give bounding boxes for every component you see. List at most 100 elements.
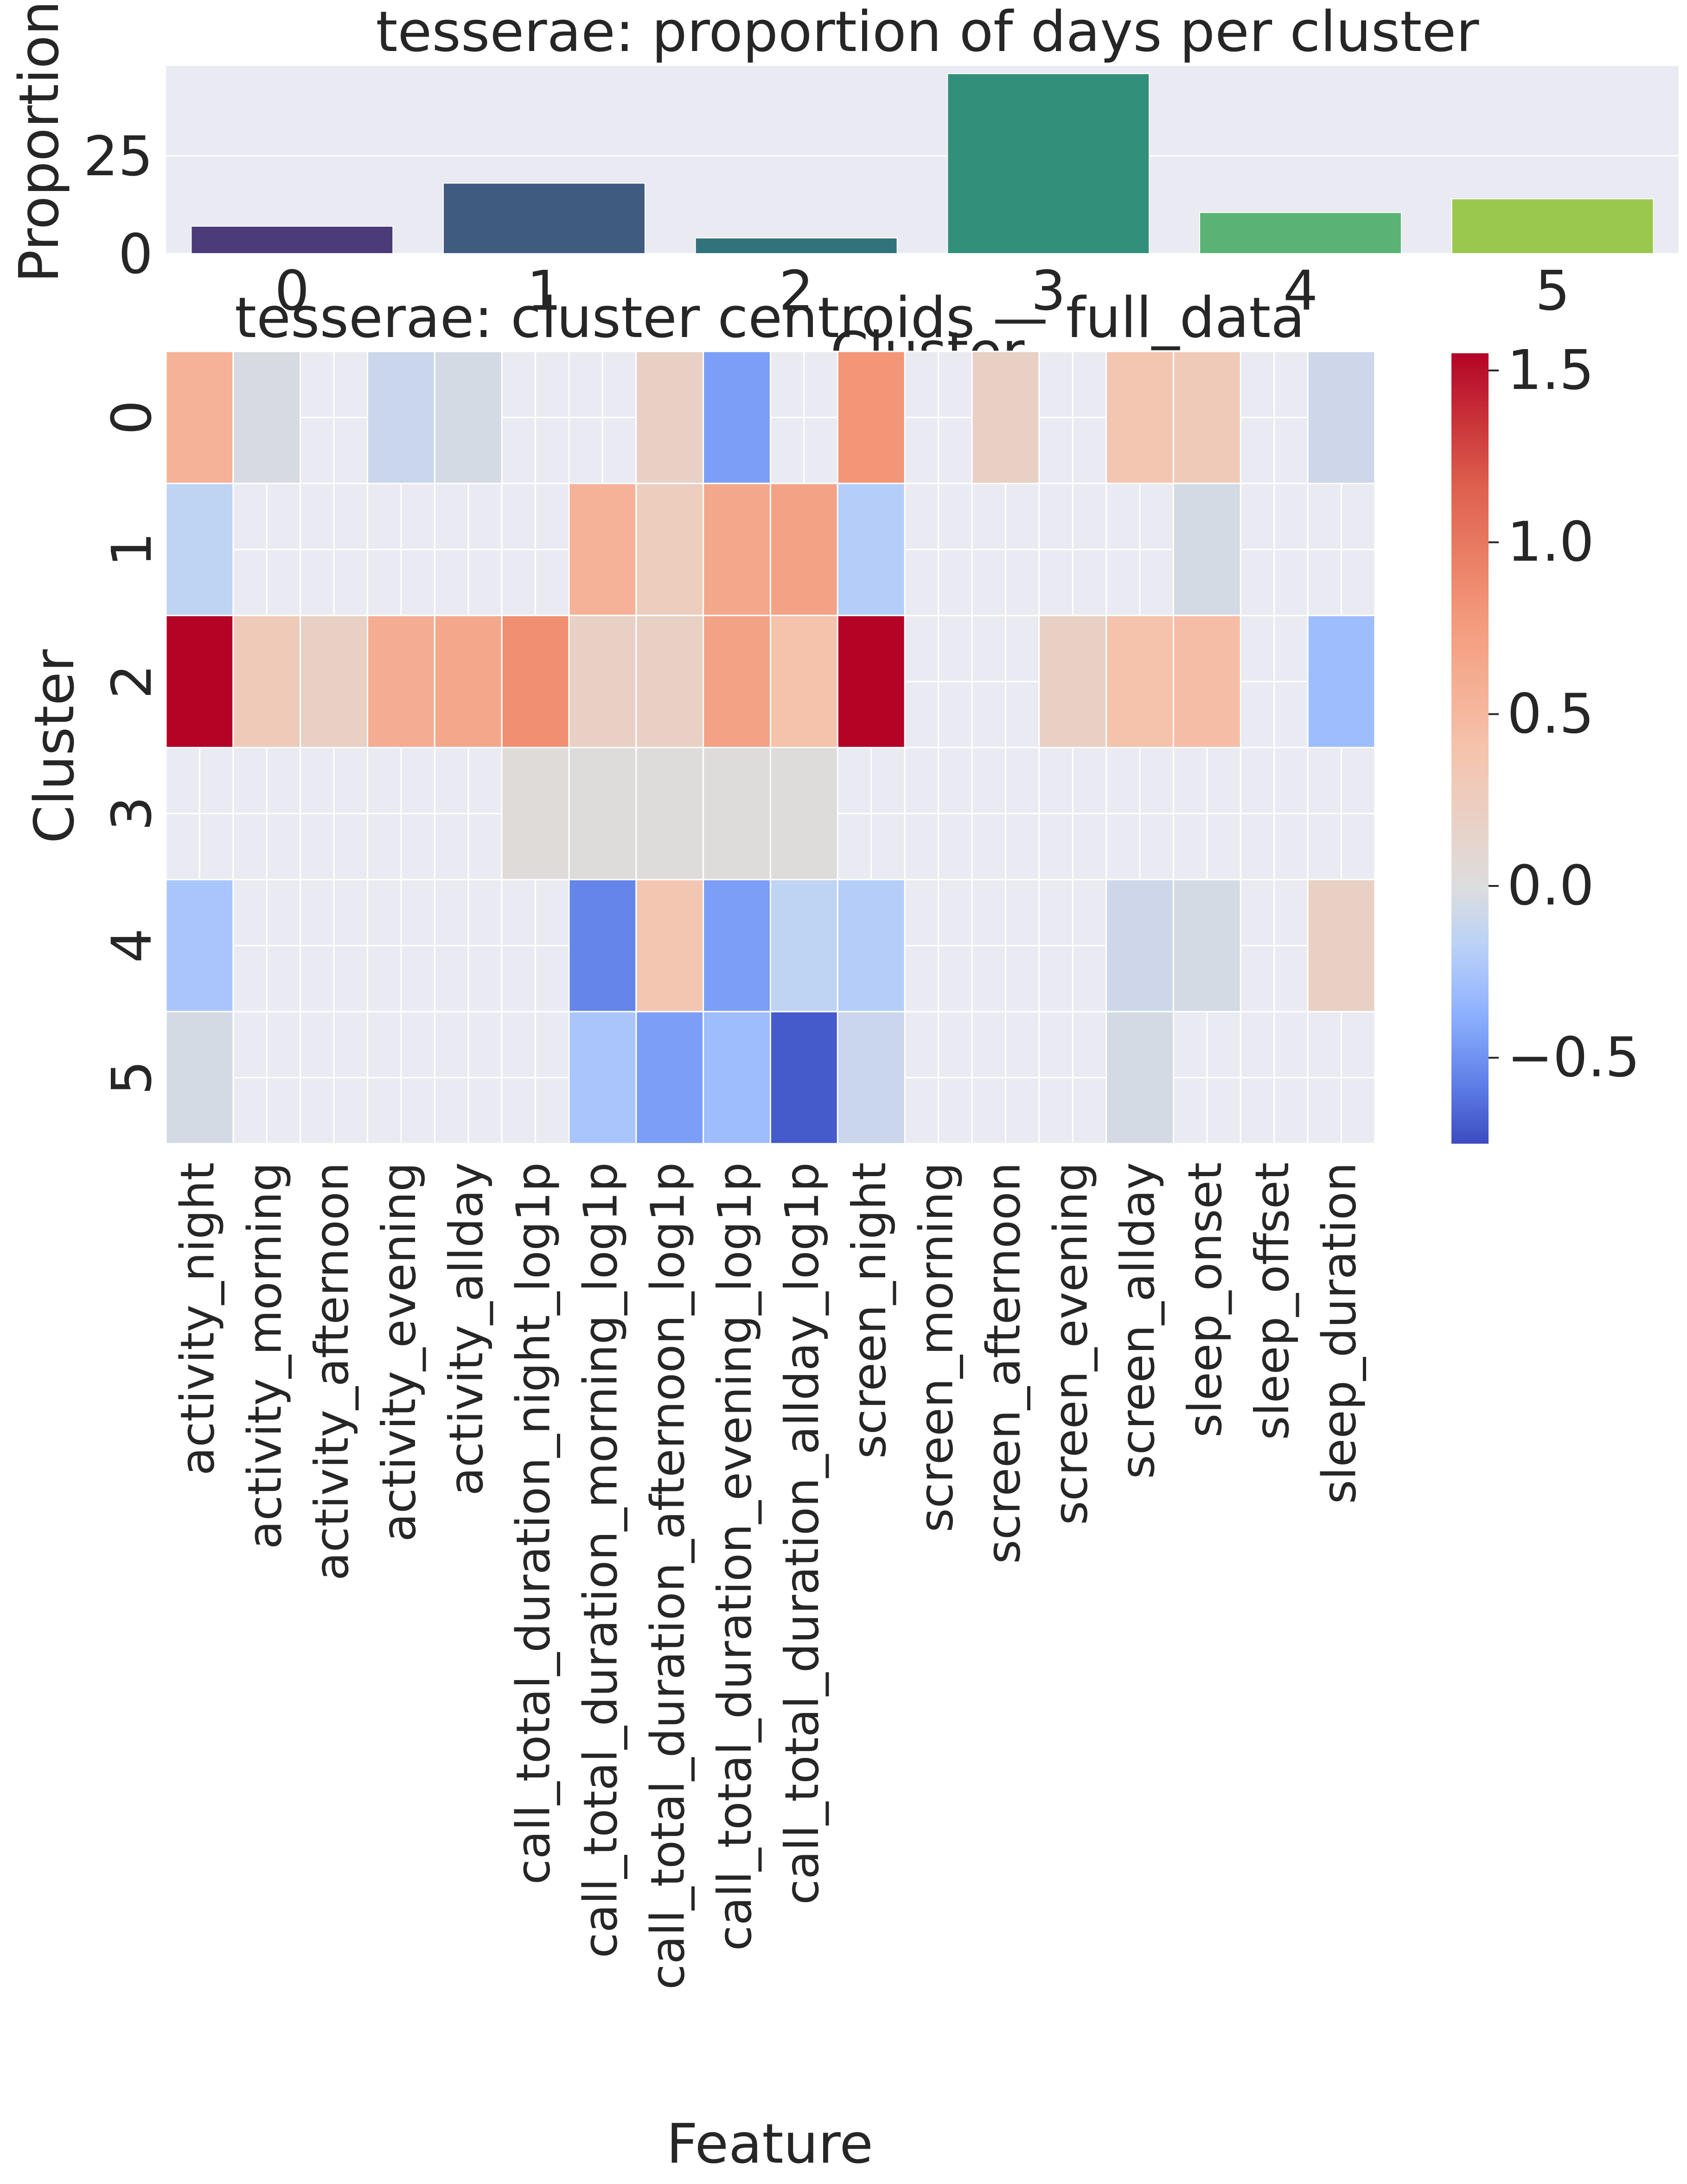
heatmap-cell bbox=[165, 483, 234, 617]
heatmap-cell bbox=[770, 1011, 838, 1145]
bar-cluster-5 bbox=[1451, 198, 1654, 254]
heatmap-cell bbox=[1038, 615, 1107, 748]
heatmap-column-label: activity_afternoon bbox=[305, 1162, 359, 1581]
heatmap-cell bbox=[1307, 879, 1376, 1012]
bar-bars bbox=[191, 73, 1654, 254]
heatmap-column-label: activity_night bbox=[170, 1162, 224, 1476]
heatmap-column-label: activity_evening bbox=[372, 1162, 426, 1542]
heatmap-cell bbox=[770, 615, 838, 748]
bar-cluster-2 bbox=[695, 237, 898, 254]
colorbar-tick-label: 0.0 bbox=[1507, 853, 1594, 917]
colorbar-tick-label: 0.5 bbox=[1507, 681, 1594, 745]
heatmap-cell bbox=[1173, 483, 1241, 617]
heatmap-cell bbox=[232, 615, 301, 748]
heatmap-column-label: activity_allday bbox=[439, 1162, 493, 1496]
heatmap-cell bbox=[1105, 879, 1175, 1012]
bar-chart-title: tesserae: proportion of days per cluster bbox=[376, 0, 1479, 64]
heatmap-cell bbox=[1307, 350, 1376, 484]
heatmap-cell bbox=[165, 879, 234, 1012]
heatmap-row-label: 3 bbox=[100, 796, 164, 831]
heatmap-cell bbox=[568, 879, 637, 1012]
colorbar-gradient bbox=[1451, 353, 1489, 1144]
heatmap-column-label: call_total_duration_allday_log1p bbox=[775, 1162, 829, 1905]
bar-cluster-0 bbox=[191, 225, 394, 254]
heatmap-cell bbox=[971, 350, 1040, 484]
heatmap-cell bbox=[1173, 615, 1241, 748]
heatmap-column-label: sleep_onset bbox=[1178, 1162, 1232, 1438]
heatmap-row-label: 1 bbox=[100, 532, 164, 567]
heatmap-cell bbox=[165, 350, 234, 484]
heatmap-row-label: 4 bbox=[100, 928, 164, 963]
bar-x-tick-label: 2 bbox=[779, 259, 814, 323]
heatmap-cells bbox=[165, 350, 1376, 1145]
heatmap-row-labels: 0 1 2 3 4 5 bbox=[100, 400, 164, 1095]
heatmap-cell bbox=[367, 350, 435, 484]
heatmap-column-label: call_total_duration_morning_log1p bbox=[573, 1162, 627, 1958]
bar-x-tick-label: 5 bbox=[1535, 259, 1570, 323]
heatmap-cell bbox=[703, 747, 771, 880]
bar-cluster-3 bbox=[947, 73, 1150, 254]
bar-plot-background bbox=[166, 66, 1679, 254]
heatmap-cell bbox=[770, 879, 838, 1012]
colorbar-ticks: −0.5 0.0 0.5 1.0 1.5 bbox=[1489, 338, 1640, 1089]
heatmap-cell bbox=[703, 879, 771, 1012]
heatmap-cell bbox=[434, 615, 503, 748]
heatmap-row-label: 0 bbox=[100, 400, 164, 435]
heatmap-column-label: sleep_offset bbox=[1245, 1162, 1299, 1440]
heatmap-cell bbox=[635, 1011, 704, 1145]
heatmap-cell bbox=[635, 615, 704, 748]
heatmap-cell bbox=[568, 615, 637, 748]
heatmap-cell bbox=[1105, 1011, 1175, 1145]
heatmap-column-label: screen_evening bbox=[1043, 1162, 1098, 1525]
heatmap-title: tesserae: cluster centroids — full_data bbox=[235, 286, 1305, 350]
heatmap-column-label: screen_morning bbox=[909, 1162, 964, 1532]
heatmap-cell bbox=[1173, 879, 1241, 1012]
bar-y-tick-labels: 0 25 bbox=[83, 124, 153, 286]
heatmap-cell bbox=[837, 879, 906, 1012]
bar-x-tick-label: 1 bbox=[527, 259, 562, 323]
bar-x-tick-label: 4 bbox=[1283, 259, 1318, 323]
heatmap-cell bbox=[501, 615, 570, 748]
heatmap-cell bbox=[165, 615, 234, 748]
heatmap-cell bbox=[837, 483, 906, 617]
heatmap-cell bbox=[770, 747, 838, 880]
heatmap-column-label: call_total_duration_night_log1p bbox=[506, 1162, 561, 1885]
heatmap-cell bbox=[837, 350, 906, 484]
bar-chart: 0 25 0 1 2 3 4 5 tesserae: proportion of days … bbox=[7, 0, 1679, 384]
heatmap-column-label: call_total_duration_evening_log1p bbox=[708, 1162, 762, 1951]
heatmap-x-axis-label: Feature bbox=[666, 2112, 873, 2176]
heatmap-cell bbox=[837, 615, 906, 748]
heatmap-row-label: 5 bbox=[100, 1060, 164, 1095]
colorbar-tick-label: 1.0 bbox=[1507, 510, 1594, 574]
heatmap-cell bbox=[635, 350, 704, 484]
bar-cluster-4 bbox=[1199, 212, 1402, 254]
heatmap-cell bbox=[232, 350, 301, 484]
colorbar: −0.5 0.0 0.5 1.0 1.5 bbox=[1451, 338, 1640, 1144]
heatmap-column-label: call_total_duration_afternoon_log1p bbox=[640, 1162, 695, 1990]
heatmap-cell bbox=[367, 615, 435, 748]
heatmap-cell bbox=[501, 747, 570, 880]
heatmap-column-label: screen_night bbox=[842, 1162, 896, 1459]
heatmap-column-label: activity_morning bbox=[237, 1162, 292, 1549]
heatmap-row-label: 2 bbox=[100, 664, 164, 699]
heatmap-cell bbox=[703, 483, 771, 617]
bar-y-tick-label: 25 bbox=[83, 124, 153, 188]
heatmap-cell bbox=[568, 1011, 637, 1145]
heatmap-cell bbox=[703, 1011, 771, 1145]
heatmap-cell bbox=[165, 1011, 234, 1145]
colorbar-tick-label: −0.5 bbox=[1507, 1025, 1640, 1089]
heatmap-cell bbox=[837, 1011, 906, 1145]
heatmap-cell bbox=[568, 747, 637, 880]
heatmap-cell bbox=[434, 350, 503, 484]
heatmap-cell bbox=[770, 483, 838, 617]
bar-x-tick-label: 3 bbox=[1031, 259, 1066, 323]
heatmap-column-labels: activity_night activity_morning activity_a… bbox=[170, 1162, 1366, 1990]
heatmap-cell bbox=[635, 483, 704, 617]
heatmap-cell bbox=[568, 483, 637, 617]
heatmap-column-label: screen_allday bbox=[1111, 1162, 1165, 1479]
heatmap-column-label: sleep_duration bbox=[1312, 1162, 1367, 1504]
heatmap-cell bbox=[1307, 615, 1376, 748]
heatmap-cell bbox=[1105, 350, 1175, 484]
